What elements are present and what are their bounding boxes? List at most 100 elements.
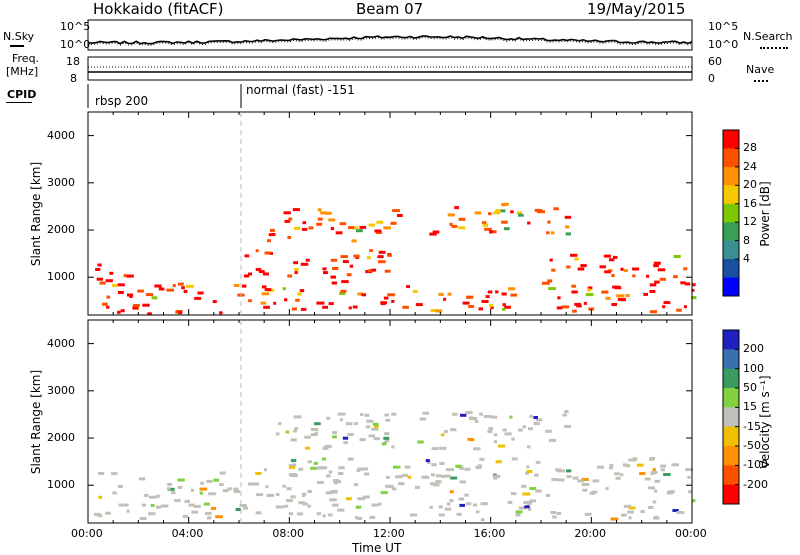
power-cell-190: [550, 231, 555, 235]
power-cell-131: [352, 226, 359, 230]
power-cell-229: [557, 296, 561, 300]
power-colorbar-label-5: 8: [743, 233, 750, 247]
velocity-cell-33: [219, 471, 226, 475]
power-cell-12: [97, 263, 102, 267]
power-cell-41: [197, 291, 204, 295]
power-cell-137: [330, 227, 335, 231]
velocity-cell-97: [364, 472, 370, 476]
power-y-axis-title: Slant Range [km]: [29, 162, 43, 266]
power-cell-147: [502, 303, 506, 307]
y-tick-label-0-2: 3000: [47, 175, 75, 189]
velocity-cell-5: [148, 512, 156, 516]
power-cell-94: [349, 264, 354, 268]
velocity-cell-275: [564, 410, 569, 413]
y-tick-label-1-3: 4000: [47, 336, 75, 350]
power-cell-227: [654, 280, 660, 284]
power-cell-5: [95, 268, 101, 271]
velocity-cell-109: [321, 457, 327, 461]
power-cell-115: [270, 228, 275, 232]
velocity-cell-255: [636, 463, 644, 467]
power-cell-9: [109, 271, 114, 275]
freq-label-line1: Freq.: [12, 52, 40, 65]
power-cell-6: [126, 274, 134, 278]
power-cell-266: [646, 274, 650, 278]
velocity-cell-228: [446, 502, 451, 506]
velocity-cell-301: [285, 430, 290, 434]
velocity-cell-181: [534, 473, 539, 477]
velocity-cell-81: [438, 505, 443, 509]
velocity-colorbar-label-7: -200: [743, 477, 768, 491]
velocity-cell-340: [439, 446, 447, 450]
power-cell-38: [172, 284, 176, 288]
velocity-cell-327: [460, 413, 467, 417]
velocity-cell-1: [117, 485, 123, 488]
power-cell-211: [611, 274, 615, 277]
velocity-cell-329: [509, 415, 513, 419]
power-colorbar-segment-5: [723, 222, 739, 242]
velocity-cell-269: [417, 440, 424, 444]
velocity-cell-110: [459, 466, 464, 470]
power-colorbar-segment-7: [723, 259, 739, 278]
velocity-cell-31: [205, 512, 212, 515]
nave-legend-line: [754, 80, 768, 82]
velocity-cell-129: [243, 506, 248, 510]
velocity-cell-315: [337, 412, 346, 416]
power-cell-34: [147, 312, 152, 316]
velocity-cell-247: [439, 462, 445, 465]
velocity-cell-131: [290, 495, 296, 499]
velocity-cell-45: [111, 472, 118, 476]
power-cell-120: [320, 211, 328, 215]
y-tick-label-0-1: 2000: [47, 223, 75, 237]
velocity-cell-175: [632, 457, 638, 461]
velocity-cell-339: [529, 414, 533, 418]
power-cell-51: [339, 291, 346, 295]
velocity-cell-113: [472, 503, 478, 507]
velocity-colorbar-segment-3: [723, 388, 739, 408]
velocity-cell-332: [368, 434, 376, 438]
power-cell-23: [194, 296, 202, 300]
power-cell-206: [546, 231, 550, 235]
velocity-cell-191: [556, 512, 562, 515]
velocity-colorbar-label-4: -15: [743, 419, 761, 433]
velocity-cell-132: [475, 510, 480, 514]
power-cell-260: [599, 265, 606, 269]
power-cell-245: [566, 265, 571, 269]
power-cell-31: [166, 288, 174, 292]
velocity-colorbar-segment-6: [723, 446, 739, 466]
velocity-cell-307: [452, 412, 458, 416]
velocity-cell-302: [488, 427, 493, 430]
power-cell-267: [653, 264, 659, 268]
velocity-cell-51: [156, 494, 161, 498]
velocity-colorbar-segment-4: [723, 407, 739, 428]
power-cell-162: [466, 295, 471, 299]
velocity-cell-119: [628, 458, 637, 462]
velocity-cell-90: [610, 517, 619, 521]
velocity-colorbar-segment-0: [723, 330, 739, 350]
velocity-cell-85: [625, 464, 631, 468]
velocity-cell-56: [644, 477, 651, 481]
power-cell-22: [181, 286, 185, 290]
power-cell-184: [451, 224, 458, 228]
velocity-cell-323: [440, 433, 445, 437]
power-cell-207: [501, 202, 509, 206]
power-cell-209: [659, 277, 666, 281]
velocity-cell-128: [566, 475, 572, 478]
power-cell-263: [663, 301, 671, 305]
power-cell-205: [518, 213, 524, 217]
power-cell-57: [260, 301, 267, 305]
power-cell-133: [390, 221, 397, 225]
velocity-cell-249: [515, 510, 523, 514]
velocity-cell-305: [339, 418, 343, 422]
velocity-cell-30: [213, 478, 220, 482]
velocity-cell-346: [290, 438, 297, 442]
velocity-cell-176: [605, 487, 609, 491]
velocity-cell-162: [581, 478, 589, 481]
power-colorbar-segment-1: [723, 148, 739, 168]
power-cell-46: [387, 293, 396, 297]
power-cell-47: [384, 269, 391, 273]
noise-search-label: N.Search: [743, 30, 793, 43]
power-cell-134: [348, 226, 355, 230]
power-cell-252: [683, 267, 688, 271]
velocity-cell-210: [566, 469, 572, 473]
power-cell-198: [454, 206, 459, 210]
